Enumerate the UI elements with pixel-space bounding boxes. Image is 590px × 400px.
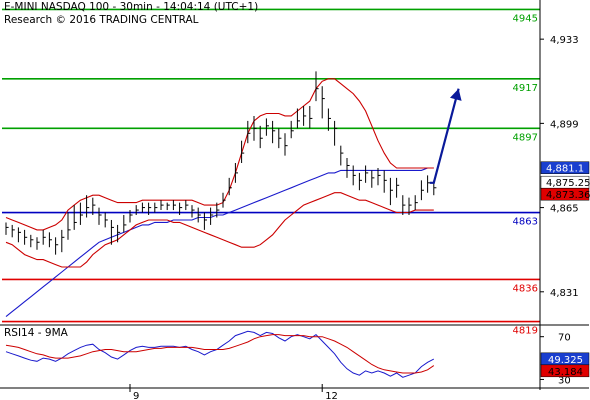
rsi-axis: 70 30 [540,333,571,386]
support-resistance-levels: 4945 4917 4897 4863 4836 4819 [2,8,540,337]
rsi-panel-title: RSI14 - 9MA [4,327,68,339]
price-series [5,78,434,318]
price-panel: 4945 4917 4897 4863 4836 4819 4,933 4,899 4,865… [2,8,590,337]
series-rsi_ma [5,334,435,374]
forecast-arrow-shaft [429,88,460,184]
level-label-4917: 4917 [513,83,538,94]
series-bb_upper [5,78,434,231]
forecast-arrow [429,88,462,184]
price-axis: 4,933 4,899 4,865 4,831 [540,35,579,299]
price-tick-label: 4,865 [550,204,579,215]
price-tick-label: 4,899 [550,119,579,130]
price-tick-label: 4,831 [550,288,579,299]
series-ma [5,167,434,318]
price-tags: 4,881.1 4,875.254,873.36 [540,161,590,201]
price-tag-label: 4,881.1 [546,164,584,175]
price-bars [5,71,437,255]
level-label-4897: 4897 [513,132,538,143]
series-rsi [5,330,435,378]
rsi-tag-box [540,364,590,378]
chart-frame [0,0,589,390]
level-label-4836: 4836 [513,283,538,294]
chart-credit: Research © 2016 TRADING CENTRAL [4,14,199,26]
price-tag-box [540,161,590,174]
rsi-series [5,330,435,378]
price-tick-label: 4,933 [550,35,579,46]
forecast-arrow-head [449,88,462,101]
rsi-tick-label: 70 [558,333,571,344]
price-tag-label: 4,875.25 [546,178,590,189]
rsi-tag-label: 43.184 [548,367,583,378]
rsi-tag-label: 49.325 [548,355,583,366]
price-tag-box [540,187,590,201]
time-tick-label: 9 [133,391,139,400]
chart-title: E-MINI NASDAQ 100 - 30min - 14:04:14 (UT… [4,1,259,13]
level-label-4819: 4819 [513,326,538,337]
rsi-tick-label: 30 [558,375,571,386]
time-tick-label: 12 [325,391,338,400]
level-label-4863: 4863 [513,217,538,228]
series-bb_lower [5,192,434,268]
price-tag-label: 4,873.36 [546,190,590,201]
level-label-4945: 4945 [513,13,538,24]
time-axis: 9 12 [129,384,338,400]
